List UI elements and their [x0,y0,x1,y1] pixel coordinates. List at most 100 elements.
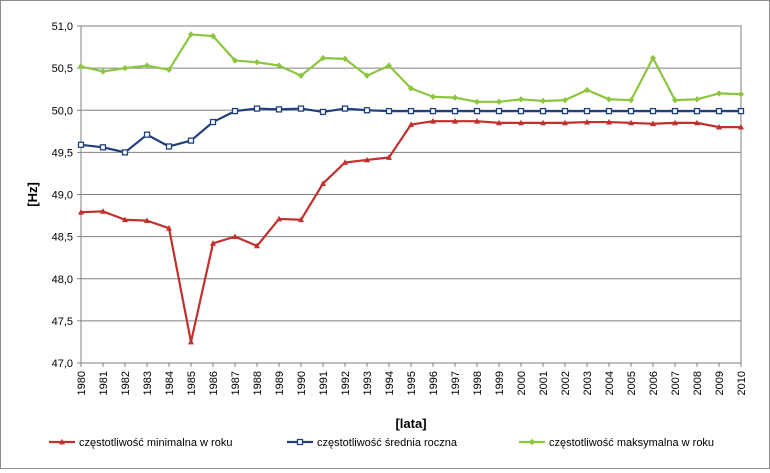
data-point [298,216,304,223]
x-tick-label: 1997 [450,371,462,395]
data-point [188,338,194,345]
data-point [738,123,744,130]
data-point [606,96,612,103]
x-tick-label: 2003 [582,371,594,395]
data-point [539,107,547,115]
data-point [649,107,657,115]
legend-item: częstotliwość średnia roczna [287,437,458,449]
data-point [320,180,326,186]
x-tick-label: 2008 [692,371,704,395]
data-point [253,105,261,112]
x-axis: 1980 1981 1982 1983 1984 1985 1986 1987 1988 1989… [76,363,748,395]
data-point [165,143,173,150]
data-point [254,242,260,249]
y-tick-label: 47,5 [52,316,73,328]
y-tick-label: 48,5 [52,232,73,244]
data-point [584,118,590,125]
data-point [584,86,590,94]
data-point [297,105,305,112]
x-tick-label: 1980 [76,371,88,395]
data-point [298,72,304,79]
data-point [77,141,85,148]
x-tick-label: 2000 [516,371,528,395]
data-point [474,118,480,124]
legend-label: częstotliwość maksymalna w roku [549,437,714,449]
y-tick-label: 49,0 [52,190,73,202]
data-point [121,149,129,156]
data-point [144,62,150,69]
legend-label: częstotliwość minimalna w roku [79,437,232,449]
data-point [540,97,546,105]
series-1 [78,118,744,345]
series-layer [77,31,745,345]
data-point [408,85,414,92]
data-point [78,208,84,215]
data-point [276,62,282,69]
data-point [275,106,283,113]
data-point [672,96,678,104]
grid-lines [81,25,741,364]
legend: częstotliwość minimalna w roku częstotliw… [49,437,714,449]
data-point [694,96,700,103]
data-point [518,119,524,126]
data-point [715,107,723,115]
x-tick-label: 2010 [736,371,748,395]
y-tick-label: 51,0 [52,21,73,33]
data-point [496,98,502,106]
data-point [100,68,106,75]
x-tick-label: 1983 [142,371,154,395]
data-point [386,62,392,69]
y-axis-label: [Hz] [25,182,40,207]
series-2 [77,105,745,156]
data-point [495,107,503,115]
x-tick-label: 1993 [362,371,374,395]
x-axis-label: [lata] [395,416,426,431]
x-tick-label: 2004 [604,371,616,395]
data-point [276,215,282,222]
data-point [474,98,480,106]
data-point [473,107,481,115]
y-tick-label: 49,5 [52,147,73,159]
data-point [232,233,238,240]
data-point [628,96,634,104]
data-point [342,55,348,63]
data-point [430,118,436,124]
data-point [363,107,371,114]
x-tick-label: 2001 [538,371,550,395]
data-point [430,93,436,100]
x-tick-label: 1998 [472,371,484,395]
data-point [386,154,392,160]
series-3 [78,31,744,106]
data-point [232,57,238,64]
data-point [452,118,458,124]
data-point [738,91,744,98]
x-tick-label: 1987 [230,371,242,395]
data-point [628,119,634,126]
y-axis: 47,0 47,5 48,0 48,5 49,0 49,5 50,0 50,5 51,0 [52,21,81,370]
series-line [80,107,741,154]
data-point [451,107,459,115]
data-point [517,107,525,115]
data-point [188,31,194,38]
x-tick-label: 1984 [164,371,176,395]
legend-label: częstotliwość średnia roczna [317,437,458,449]
data-point [122,64,128,72]
data-point [143,131,151,138]
x-tick-label: 1992 [340,371,352,395]
data-point [296,438,304,446]
x-tick-label: 1981 [98,371,110,395]
data-point [650,54,656,62]
data-point [166,66,172,74]
data-point [319,108,327,116]
legend-item: częstotliwość maksymalna w roku [519,437,714,449]
x-tick-label: 2002 [560,371,572,395]
data-point [737,107,745,115]
x-tick-label: 1988 [252,371,264,395]
x-tick-label: 2009 [714,371,726,395]
data-point [408,121,414,127]
data-point [452,94,458,101]
data-point [561,107,569,115]
data-point [187,137,195,144]
legend-item: częstotliwość minimalna w roku [49,437,232,449]
